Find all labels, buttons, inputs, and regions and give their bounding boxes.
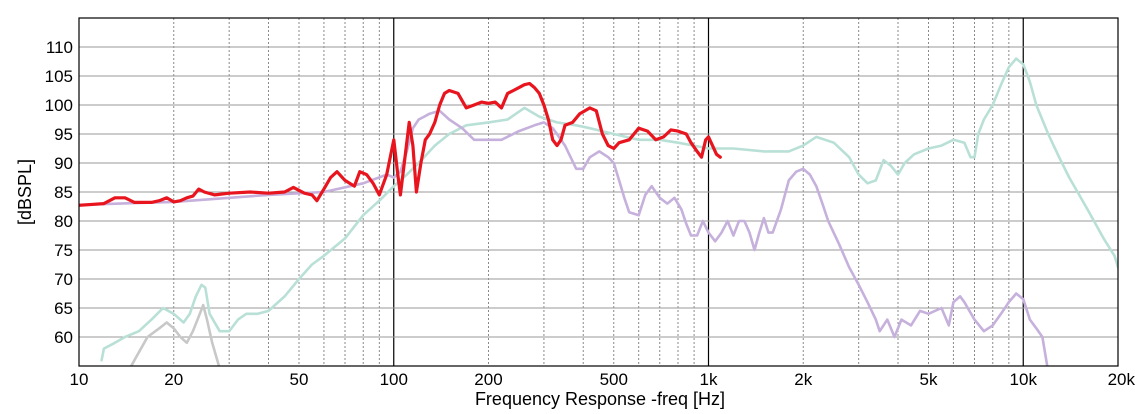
x-tick-label: 10 xyxy=(70,370,89,389)
x-tick-label: 5k xyxy=(920,370,938,389)
x-tick-label: 500 xyxy=(600,370,628,389)
y-tick-label: 110 xyxy=(46,38,73,57)
grid xyxy=(79,18,1119,366)
y-tick-label: 105 xyxy=(45,67,73,86)
x-axis-ticks: 10 20 50 100 200 500 1k 2k 5k 10k 20k xyxy=(70,370,1135,389)
y-tick-label: 70 xyxy=(54,270,73,289)
x-tick-label: 20 xyxy=(164,370,183,389)
y-tick-label: 90 xyxy=(54,154,73,173)
series-line-1 xyxy=(100,57,1118,362)
y-axis-ticks: 60 65 70 75 80 85 90 95 100 105 110 xyxy=(45,38,73,347)
series-line-3 xyxy=(129,303,221,366)
y-axis-label: [dBSPL] xyxy=(15,159,35,225)
series-line-2 xyxy=(79,109,1049,366)
y-tick-label: 100 xyxy=(45,96,73,115)
x-tick-label: 200 xyxy=(474,370,502,389)
series-line-4 xyxy=(79,81,722,207)
y-tick-label: 95 xyxy=(54,125,73,144)
x-tick-label: 10k xyxy=(1010,370,1038,389)
x-tick-label: 20k xyxy=(1108,370,1135,389)
y-tick-label: 65 xyxy=(54,299,73,318)
x-tick-label: 2k xyxy=(794,370,812,389)
x-tick-label: 1k xyxy=(700,370,718,389)
series-lines xyxy=(79,57,1118,366)
y-tick-label: 75 xyxy=(54,241,73,260)
x-tick-label: 100 xyxy=(380,370,408,389)
y-tick-label: 80 xyxy=(54,212,73,231)
plot-frame xyxy=(78,17,1119,367)
y-tick-label: 60 xyxy=(54,328,73,347)
y-tick-label: 85 xyxy=(54,183,73,202)
x-tick-label: 50 xyxy=(290,370,309,389)
x-axis-label: Frequency Response -freq [Hz] xyxy=(475,389,725,409)
